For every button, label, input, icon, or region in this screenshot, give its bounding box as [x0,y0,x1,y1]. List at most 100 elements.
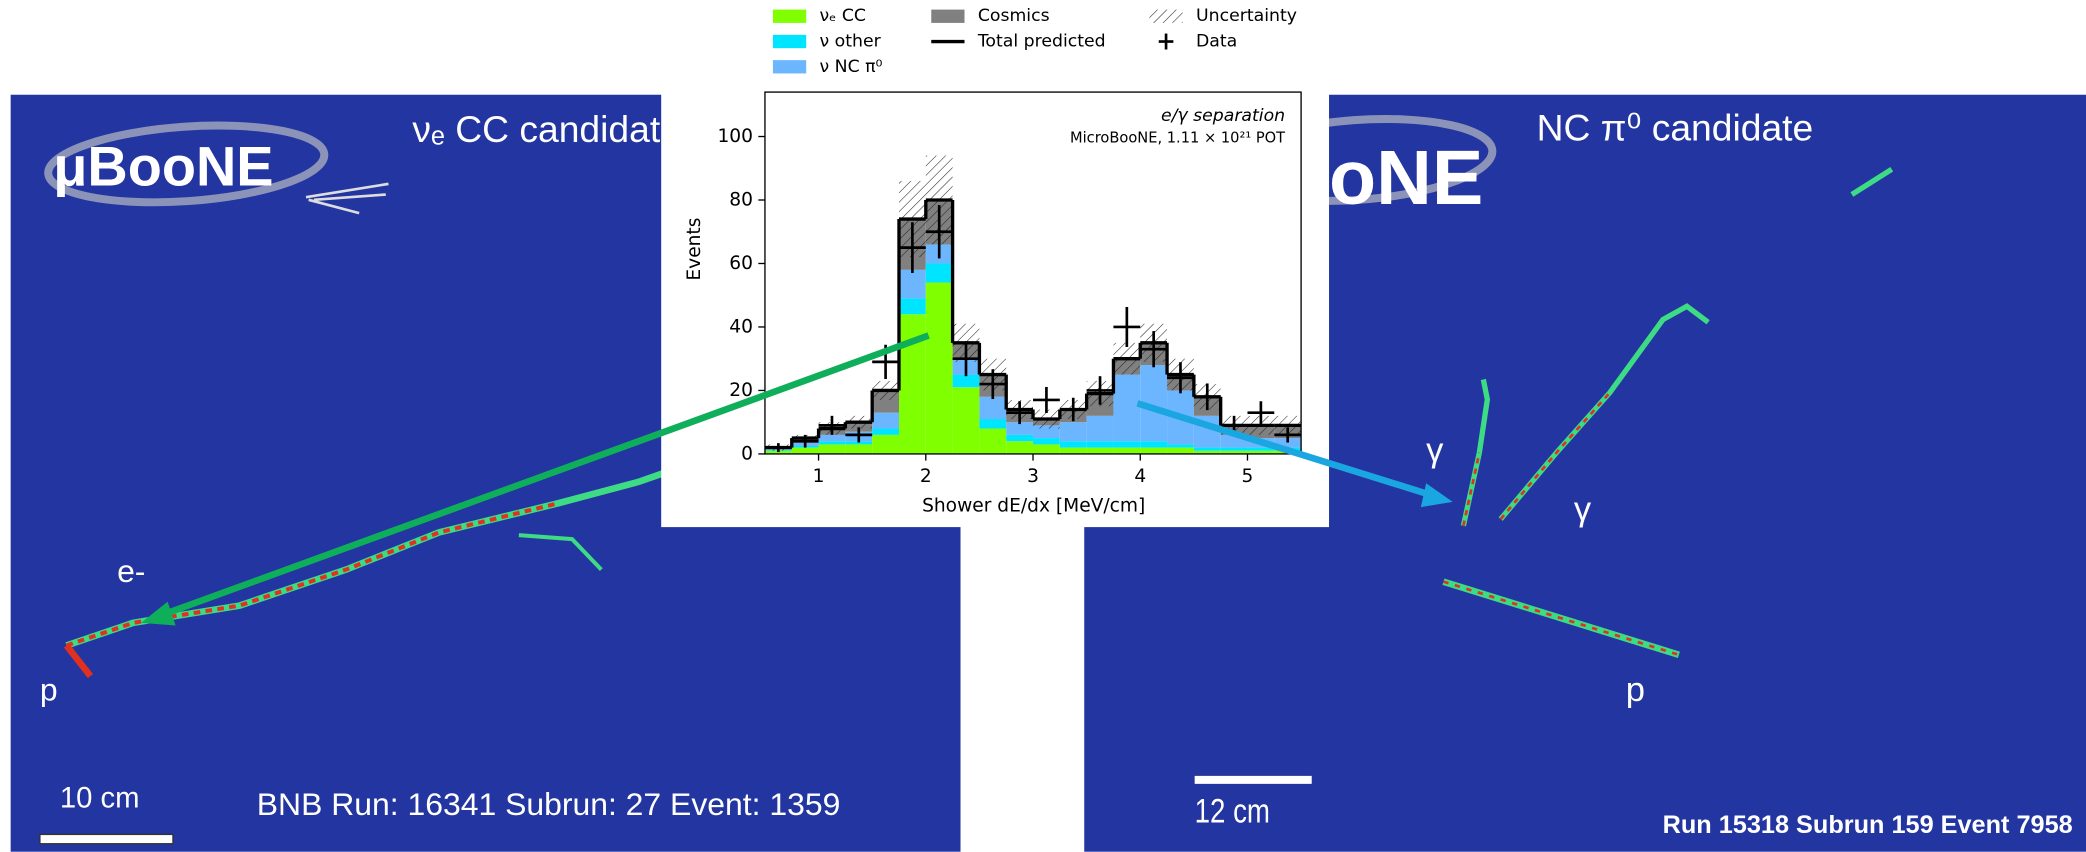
legend-swatch [1149,9,1183,23]
bar-segment [979,419,1007,429]
scale-label: 10 cm [60,783,140,815]
legend-label: ν NC π⁰ [820,57,883,77]
legend-label: Cosmics [978,6,1050,26]
legend-label: Uncertainty [1196,6,1297,26]
bar-segment [979,396,1007,420]
bar-segment [1086,441,1114,448]
data-point [1113,306,1141,347]
bar-segment [979,428,1007,454]
y-tick-label: 100 [717,126,753,147]
data-point [1086,376,1114,405]
label: p [1626,671,1645,709]
chart-background [661,88,1330,528]
bar-segment [1113,447,1141,454]
label: γ [1574,490,1592,528]
legend-label: νₑ CC [820,6,867,26]
bar-segment [1140,441,1168,448]
data-point [925,205,953,259]
data-point [791,434,819,448]
panel-title: NC π⁰ candidate [1537,107,1814,149]
data-point [818,415,846,435]
label: p [40,672,58,708]
y-tick-label: 80 [729,190,753,211]
bar-segment [872,428,899,435]
bar-segment [872,434,899,454]
x-tick-label: 2 [920,466,932,487]
data-point [1140,331,1168,368]
data-point [1006,401,1034,425]
logo: μBooNE [53,134,273,197]
y-axis-label: Events [684,218,705,281]
x-axis-label: Shower dE/dx [MeV/cm] [922,495,1145,516]
data-point [979,369,1007,400]
bar-segment [898,298,926,315]
data-point [764,443,792,453]
x-tick-label: 4 [1134,466,1146,487]
panel-title: νₑ CC candidate [412,108,681,150]
data-point [1167,362,1194,394]
annotation: MicroBooNE, 1.11 × 10²¹ POT [1070,130,1285,147]
bar-segment [1113,441,1141,448]
bar-segment [1167,447,1194,454]
bar-segment [1006,441,1034,454]
legend-swatch [772,34,807,49]
legend-label: Data [1196,32,1237,52]
x-tick-label: 1 [813,466,825,487]
bar-segment [1247,447,1275,451]
bar-segment [1274,438,1302,448]
bar-segment [925,282,953,454]
legend-swatch [772,9,807,23]
label: γ [1426,432,1444,470]
bar-segment [845,441,873,445]
chart: Events Shower dE/dx [MeV/cm] e/γ separat… [684,91,1302,516]
bar-segment [1193,447,1221,451]
bar-segment [764,450,792,454]
legend: νₑ CC ν other ν NC π⁰ Cosmics Total predicte… [772,6,1297,77]
bar-segment [1059,441,1087,448]
data-point [1193,383,1221,411]
bar-segment [1220,450,1248,454]
x-tick-label: 5 [1242,466,1254,487]
y-tick-label: 20 [729,380,753,401]
bar-segment [1113,374,1141,442]
arrows [141,332,1453,626]
data-point [1247,401,1275,425]
bar-segment [1006,422,1034,435]
data-point [1059,397,1087,422]
bar-segment [1006,434,1034,442]
bar-segment [872,412,899,429]
x-tick-label: 3 [1027,466,1039,487]
scale-label: 12 cm [1195,791,1270,830]
data-point [845,427,873,443]
annotation: e/γ separation [1161,106,1285,126]
bar-segment [818,444,846,454]
legend-swatch [931,9,965,23]
bar-segment [1086,415,1114,442]
bar-segment [1033,444,1060,454]
bar-segment [952,387,980,454]
event-info: BNB Run: 16341 Subrun: 27 Event: 1359 [257,786,841,822]
bar-segment [1086,447,1114,454]
legend-label: ν other [820,32,882,52]
bar-segment [1220,447,1248,451]
y-tick-label: 40 [729,316,753,337]
bar-segment [818,434,846,442]
bar-segment [1059,447,1087,454]
bar-segment [1247,450,1275,454]
y-tick-label: 60 [729,253,753,274]
bar-segment [1193,450,1221,454]
event-info: Run 15318 Subrun 159 Event 7958 [1663,811,2073,839]
bar-segment [1033,438,1060,445]
data-point [898,222,926,274]
bar-segment [818,441,846,445]
bar-segment [791,447,819,454]
legend-swatch [772,60,807,74]
bar-segment [1059,422,1087,442]
bar-segment [1140,447,1168,454]
bar-segment [898,269,926,299]
data-point [1033,386,1060,413]
bar-segment [925,263,953,283]
y-tick-label: 0 [741,443,753,464]
